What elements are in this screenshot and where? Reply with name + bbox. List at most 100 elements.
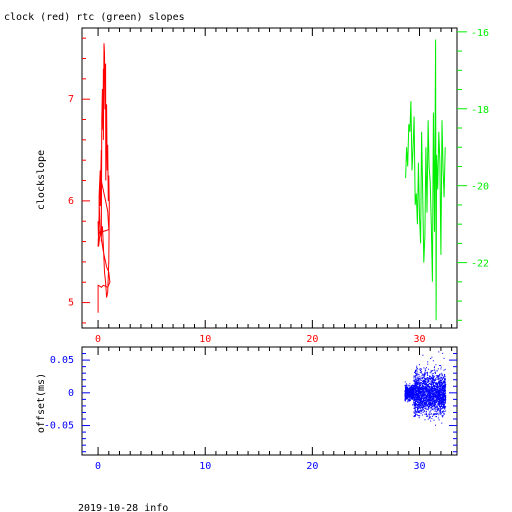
offset-point [416, 399, 418, 401]
offset-point [414, 403, 416, 405]
offset-point [418, 378, 419, 380]
offset-point [431, 383, 432, 385]
offset-point [408, 396, 410, 398]
offset-point [422, 404, 424, 406]
offset-point [409, 388, 411, 390]
bottom-plot-frame [81, 346, 458, 456]
offset-point [443, 382, 445, 384]
offset-point [437, 384, 438, 386]
offset-point [414, 407, 416, 409]
offset-point [440, 388, 442, 390]
offset-point [439, 401, 441, 403]
offset-point [434, 366, 435, 368]
offset-point [415, 409, 417, 411]
offset-point [444, 385, 446, 387]
offset-point [438, 399, 440, 401]
offset-point [431, 389, 433, 391]
offset-point [422, 374, 424, 376]
offset-point [438, 400, 439, 402]
offset-point [406, 393, 408, 395]
offset-point [442, 392, 444, 394]
offset-point [441, 393, 442, 395]
offset-point [424, 407, 426, 409]
offset-point [444, 396, 446, 398]
offset-point [408, 395, 410, 397]
offset-point [418, 387, 419, 389]
offset-point [432, 399, 434, 401]
offset-point [429, 376, 431, 378]
offset-point [417, 382, 419, 384]
offset-point [424, 403, 426, 405]
offset-point [441, 372, 443, 374]
offset-point [432, 396, 434, 398]
offset-point [421, 382, 423, 384]
offset-point [427, 371, 429, 373]
offset-point [406, 387, 408, 389]
offset-point [422, 393, 424, 395]
offset-point [444, 413, 446, 415]
offset-point [421, 400, 423, 402]
offset-point [420, 391, 422, 393]
offset-point [413, 377, 415, 379]
offset-point [435, 375, 437, 377]
offset-point [419, 410, 421, 412]
offset-point [417, 394, 419, 396]
x-tick-label: 30 [413, 334, 425, 345]
offset-point [419, 407, 421, 409]
offset-point [418, 380, 420, 382]
offset-point [426, 367, 427, 369]
offset-point [432, 370, 434, 371]
offset-point [417, 415, 419, 416]
offset-point [419, 382, 421, 384]
offset-point [414, 399, 416, 401]
offset-point [436, 416, 437, 417]
y2-tick-label: -18 [471, 105, 489, 116]
offset-point [414, 381, 416, 383]
offset-point [445, 398, 447, 400]
offset-point [435, 393, 437, 395]
offset-point [420, 395, 422, 397]
offset-point [444, 374, 446, 376]
offset-point [428, 397, 430, 399]
offset-point [435, 382, 436, 384]
offset-point [430, 413, 432, 415]
offset-point [440, 408, 442, 410]
offset-point [440, 397, 441, 399]
offset-point [425, 384, 427, 386]
offset-point [430, 386, 432, 387]
offset-point [427, 397, 429, 399]
offset-point [416, 369, 418, 371]
offset-point [434, 385, 436, 387]
offset-point [431, 377, 432, 379]
offset-point [406, 388, 407, 390]
offset-point [415, 403, 417, 405]
offset-point [422, 396, 424, 397]
offset-point [428, 393, 430, 395]
offset-point [417, 398, 419, 400]
offset-point [423, 403, 425, 405]
offset-point [424, 393, 426, 395]
offset-point [425, 408, 427, 410]
offset-point [426, 403, 428, 405]
offset-point [415, 390, 417, 392]
offset-point [414, 393, 416, 395]
offset-point [419, 391, 421, 392]
offset-point [439, 373, 441, 375]
offset-point [424, 383, 426, 385]
offset-point [419, 381, 421, 383]
offset-point [424, 404, 426, 405]
offset-point [434, 414, 436, 416]
offset-point [425, 399, 427, 401]
offset-point [418, 392, 420, 394]
offset-point [439, 381, 441, 383]
offset-point [425, 389, 426, 391]
offset-point [407, 391, 409, 392]
offset-point [417, 383, 419, 385]
offset-point [424, 373, 426, 375]
offset-point [415, 404, 417, 406]
offset-point [418, 410, 419, 412]
offset-point [422, 402, 423, 404]
offset-point [411, 390, 413, 392]
offset-point [440, 382, 441, 384]
offset-point [422, 407, 424, 409]
